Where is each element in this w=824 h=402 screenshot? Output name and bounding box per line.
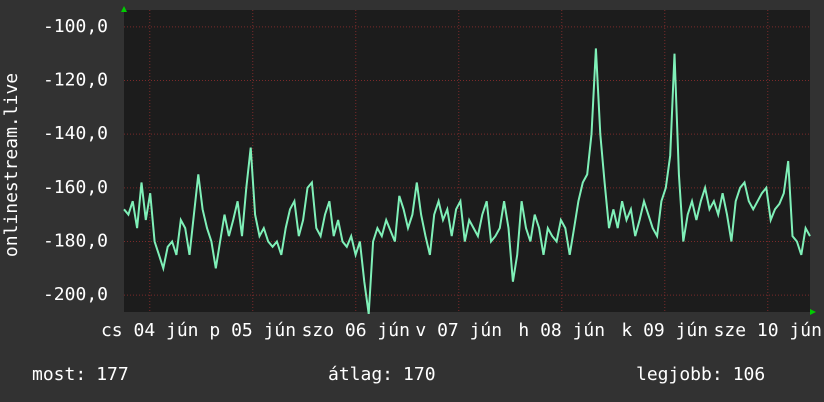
y-tick-label: -200,0 [43,284,108,305]
stat-value: 177 [96,364,129,385]
x-tick-label: v 07 jún [415,320,502,341]
x-tick-label: szo 06 jún [302,320,410,341]
stat-value: 170 [403,364,436,385]
data-line [123,48,811,315]
x-tick-label: sze 10 jún [714,320,822,341]
y-tick-label: -120,0 [43,70,108,91]
plot-area [124,10,810,312]
y-tick-label: -160,0 [43,177,108,198]
y-tick-label: -140,0 [43,123,108,144]
y-axis-label: onlinestream.live [1,73,22,257]
stat: átlag: 170 [328,364,436,385]
stat-value: 106 [733,364,766,385]
stat-label: legjobb: [636,364,723,385]
x-tick-label: h 08 jún [518,320,605,341]
x-tick-label: cs 04 jún [101,320,199,341]
stat: most: 177 [32,364,129,385]
axis-arrow [121,6,127,12]
y-tick-label: -180,0 [43,230,108,251]
stat-label: átlag: [328,364,393,385]
axis-arrow [810,309,816,315]
stat: legjobb: 106 [636,364,765,385]
stat-label: most: [32,364,86,385]
x-tick-label: k 09 jún [621,320,708,341]
x-tick-label: p 05 jún [209,320,296,341]
y-tick-label: -100,0 [43,16,108,37]
